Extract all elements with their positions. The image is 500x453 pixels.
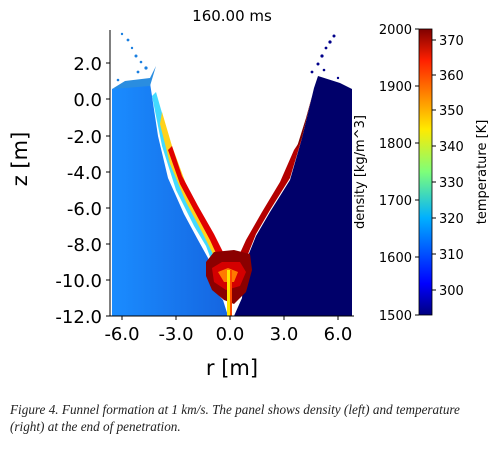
density-tick-label: 1900: [379, 80, 412, 95]
x-axis: -6.0 -3.0 0.0 3.0 6.0: [104, 316, 352, 345]
density-tick-label: 1600: [379, 251, 412, 266]
density-tick-label: 1800: [379, 137, 412, 152]
x-axis-label: r [m]: [206, 356, 258, 380]
y-tick-label: -12.0: [55, 307, 102, 328]
temperature-tick-label: 360: [439, 69, 464, 84]
temperature-tick-label: 320: [439, 212, 464, 227]
y-tick-label: 2.0: [73, 54, 102, 75]
colorbar: 2000 1900 1800 1700 1600 1500 370 360 35…: [353, 23, 490, 324]
x-tick-label: -3.0: [158, 324, 193, 345]
temperature-tick-label: 340: [439, 140, 464, 155]
density-field: [112, 83, 228, 316]
x-tick-label: 3.0: [270, 324, 299, 345]
temperature-tick-label: 370: [439, 34, 464, 49]
y-tick-label: -4.0: [67, 163, 102, 184]
plot-title: 160.00 ms: [192, 7, 272, 25]
y-tick-label: 0.0: [73, 90, 102, 111]
density-tick-label: 1500: [379, 309, 412, 324]
y-axis: 2.0 0.0 -2.0 -4.0 -6.0 -8.0 -10.0 -12.0: [55, 54, 110, 328]
density-tick-label: 2000: [379, 23, 412, 38]
density-colorbar-label: density [kg/m^3]: [353, 115, 368, 229]
y-tick-label: -6.0: [67, 199, 102, 220]
figure-caption: Figure 4. Funnel formation at 1 km/s. Th…: [10, 402, 460, 434]
temperature-tick-label: 330: [439, 176, 464, 191]
x-tick-label: -6.0: [104, 324, 139, 345]
y-axis-label: z [m]: [8, 132, 32, 187]
heatmap-image: [112, 32, 352, 316]
x-tick-label: 0.0: [216, 324, 245, 345]
temperature-tick-label: 300: [439, 284, 464, 299]
temperature-tick-label: 310: [439, 248, 464, 263]
density-tick-label: 1700: [379, 194, 412, 209]
y-tick-label: -2.0: [67, 127, 102, 148]
temperature-colorbar-label: temperature [K]: [475, 120, 490, 225]
x-tick-label: 6.0: [324, 324, 353, 345]
temperature-field: [234, 76, 352, 316]
y-tick-label: -8.0: [67, 235, 102, 256]
y-tick-label: -10.0: [55, 271, 102, 292]
temperature-tick-label: 350: [439, 104, 464, 119]
